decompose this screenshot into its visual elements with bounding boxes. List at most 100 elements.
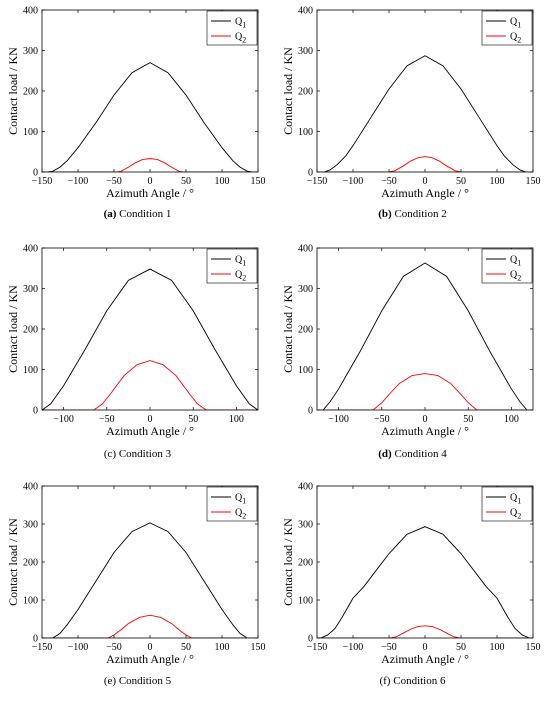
- chart-c: −100 −50 0 50 100 0 100 200 300 400 Azimuth Angle …: [6, 244, 259, 438]
- panel-letter-f: (f): [379, 675, 391, 687]
- legend-box: [481, 10, 533, 46]
- x-tick-label: 0: [148, 414, 153, 425]
- x-tick-label: 50: [188, 414, 198, 425]
- series-line-q2-b: [317, 156, 533, 172]
- x-tick-label: 0: [148, 176, 153, 187]
- y-tick-label: 0: [308, 168, 313, 179]
- series-line-q1-a: [47, 62, 253, 172]
- series-line-q1-e: [52, 522, 248, 638]
- x-tick-label: 100: [229, 414, 244, 425]
- legend-label-q1: Q1: [510, 493, 521, 506]
- x-axis-label: Azimuth Angle / °: [106, 186, 194, 200]
- y-tick-label: 400: [298, 6, 313, 17]
- caption-text-d: Condition 4: [394, 448, 447, 460]
- legend-label-q2: Q2: [235, 508, 246, 521]
- caption-c: (c) Condition 3: [0, 448, 275, 460]
- series-line-q2-c: [42, 360, 258, 410]
- x-tick-label: 0: [148, 642, 153, 653]
- y-axis-label: Contact load / KN: [281, 47, 295, 135]
- x-tick-label: 50: [181, 176, 191, 187]
- x-tick-label: −150: [32, 642, 53, 653]
- legend-label-q2: Q2: [235, 32, 246, 45]
- y-tick-label: 100: [298, 127, 313, 138]
- x-axis-label: Azimuth Angle / °: [381, 652, 469, 666]
- y-tick-label: 0: [33, 634, 38, 645]
- x-tick-label: 100: [504, 414, 519, 425]
- x-tick-label: 50: [463, 414, 473, 425]
- y-tick-label: 200: [298, 325, 313, 336]
- legend-box: [481, 248, 533, 284]
- y-tick-label: 300: [298, 520, 313, 531]
- y-tick-label: 400: [23, 6, 38, 17]
- panel-f: −150 −100 −50 0 50 100 150 0 100 200 300 400 Azimuth…: [275, 476, 550, 706]
- y-tick-label: 300: [23, 520, 38, 531]
- caption-text-a: Condition 1: [119, 208, 172, 220]
- panel-a: −150 −100 −50 0 50 100 150 0 100 200 300 400 Azimuth…: [0, 0, 275, 230]
- panel-c: −100 −50 0 50 100 0 100 200 300 400 Azimuth Angle …: [0, 238, 275, 468]
- y-axis-label: Contact load / KN: [6, 518, 20, 606]
- x-tick-label: 0: [423, 414, 428, 425]
- series-line-q1-d: [322, 262, 528, 410]
- caption-text-c: Condition 3: [118, 448, 172, 460]
- x-tick-label: 100: [490, 642, 505, 653]
- x-tick-label: 150: [526, 642, 541, 653]
- legend-box: [206, 486, 258, 522]
- panel-letter-e: (e): [103, 675, 117, 687]
- x-axis-label: Azimuth Angle / °: [106, 652, 194, 666]
- legend-box: [481, 486, 533, 522]
- series-line-q2-e: [42, 614, 258, 638]
- panel-letter-a: (a): [103, 208, 117, 220]
- legend-label-q2: Q2: [510, 508, 521, 521]
- x-tick-label: 150: [526, 176, 541, 187]
- x-tick-label: −50: [374, 414, 390, 425]
- x-tick-label: −50: [381, 176, 397, 187]
- series-line-q2-d: [317, 373, 533, 410]
- x-tick-label: 50: [181, 642, 191, 653]
- y-tick-label: 300: [23, 284, 38, 295]
- y-tick-label: 300: [298, 46, 313, 57]
- chart-b: −150 −100 −50 0 50 100 150 0 100 200 300 400 Azimuth…: [281, 6, 541, 201]
- y-axis-label: Contact load / KN: [6, 285, 20, 373]
- y-tick-label: 100: [23, 127, 38, 138]
- legend-box: [206, 10, 258, 46]
- caption-b: (b) Condition 2: [275, 208, 550, 220]
- x-tick-label: 0: [423, 642, 428, 653]
- y-tick-label: 0: [33, 406, 38, 417]
- panel-d: −100 −50 0 50 100 0 100 200 300 400 Azimuth Angle …: [275, 238, 550, 468]
- caption-text-f: Condition 6: [393, 675, 446, 687]
- series-line-q1-f: [320, 526, 530, 638]
- panel-b: −150 −100 −50 0 50 100 150 0 100 200 300 400 Azimuth…: [275, 0, 550, 230]
- y-tick-label: 300: [298, 284, 313, 295]
- chart-f: −150 −100 −50 0 50 100 150 0 100 200 300 400 Azimuth…: [281, 482, 541, 667]
- x-tick-label: 50: [456, 176, 466, 187]
- x-axis-label: Azimuth Angle / °: [381, 186, 469, 200]
- legend-label-q2: Q2: [510, 32, 521, 45]
- y-tick-label: 200: [23, 558, 38, 569]
- chart-d: −100 −50 0 50 100 0 100 200 300 400 Azimuth Angle …: [281, 244, 534, 438]
- legend-label-q1: Q1: [235, 17, 246, 30]
- y-tick-label: 0: [308, 406, 313, 417]
- x-tick-label: −150: [32, 176, 53, 187]
- y-tick-label: 400: [298, 244, 313, 255]
- chart-e: −150 −100 −50 0 50 100 150 0 100 200 300 400 Azimuth…: [6, 482, 266, 667]
- legend-label-q2: Q2: [235, 270, 246, 283]
- caption-d: (d) Condition 4: [275, 448, 550, 460]
- x-tick-label: −100: [53, 414, 74, 425]
- x-tick-label: 100: [215, 176, 230, 187]
- y-tick-label: 0: [33, 168, 38, 179]
- y-tick-label: 400: [298, 482, 313, 493]
- x-tick-label: −100: [328, 414, 349, 425]
- legend-label-q1: Q1: [235, 493, 246, 506]
- y-axis-label: Contact load / KN: [281, 285, 295, 373]
- y-tick-label: 0: [308, 634, 313, 645]
- panel-letter-b: (b): [378, 208, 392, 220]
- x-tick-label: −50: [99, 414, 115, 425]
- caption-e: (e) Condition 5: [0, 675, 275, 687]
- series-line-q2-a: [42, 158, 258, 172]
- y-tick-label: 200: [298, 87, 313, 98]
- y-tick-label: 100: [23, 365, 38, 376]
- series-line-q1-b: [324, 55, 526, 172]
- series-line-q1-c: [42, 268, 258, 410]
- legend-label-q2: Q2: [510, 270, 521, 283]
- x-tick-label: −50: [381, 642, 397, 653]
